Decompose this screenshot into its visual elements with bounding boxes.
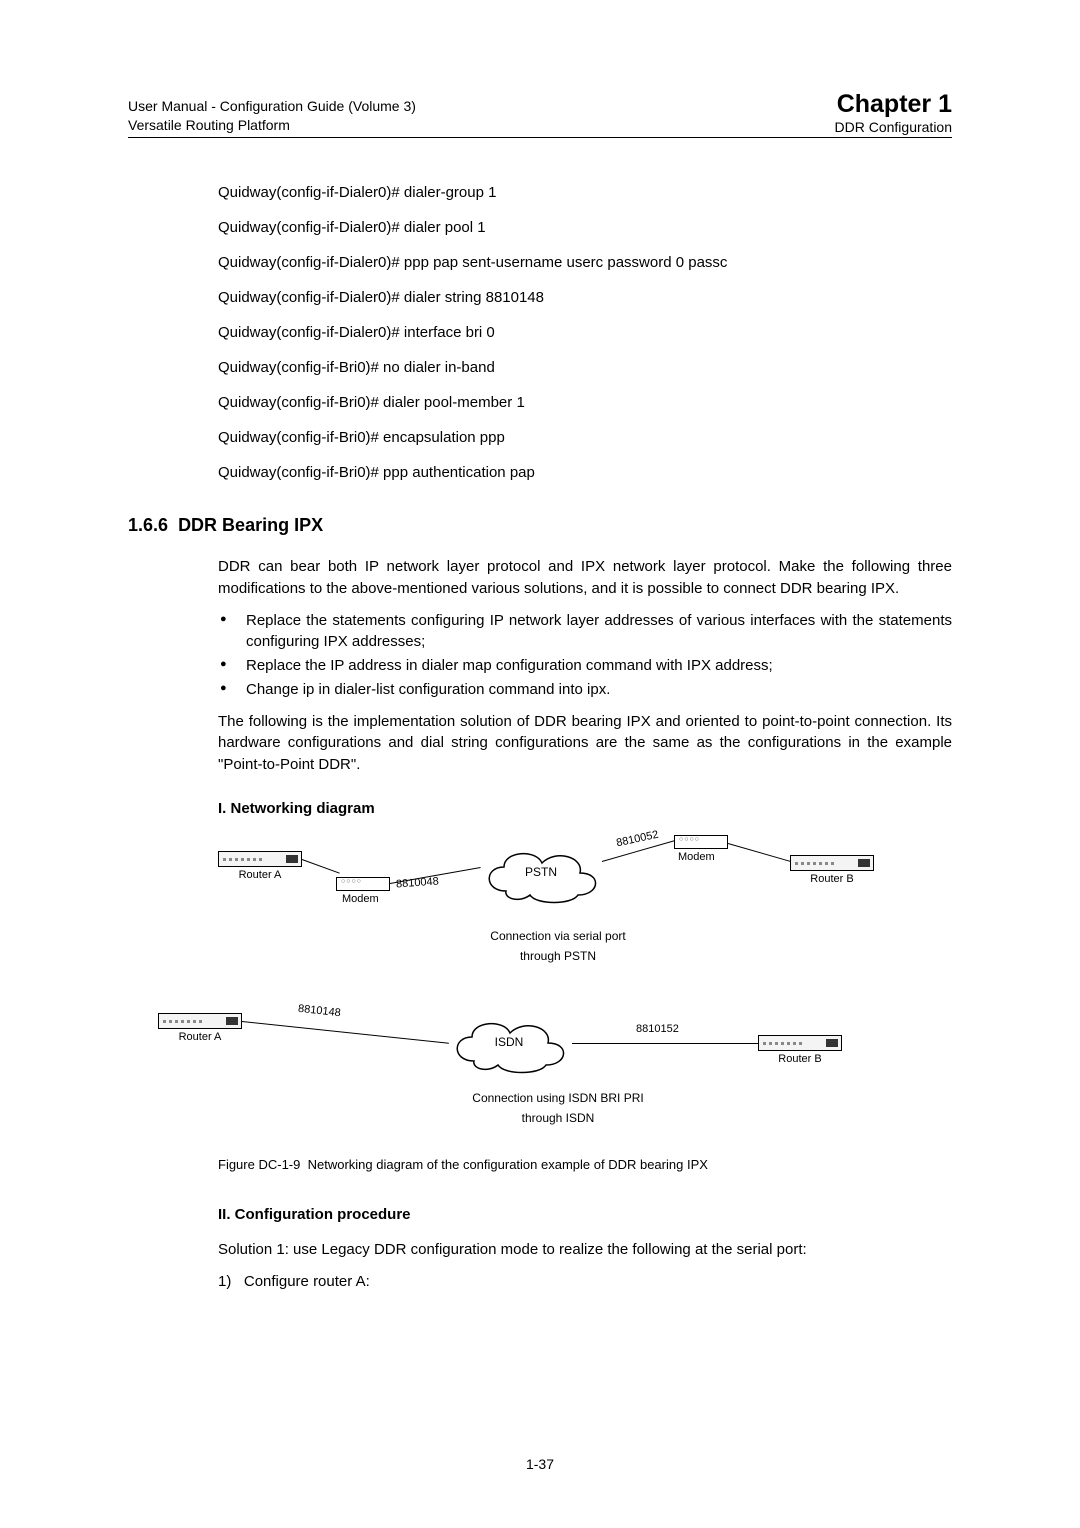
modem-b-icon xyxy=(674,835,728,849)
cmd-line: Quidway(config-if-Dialer0)# dialer-group… xyxy=(218,182,952,203)
subheading: II. Configuration procedure xyxy=(218,1206,952,1223)
cmd-line: Quidway(config-if-Dialer0)# dialer strin… xyxy=(218,287,952,308)
router-b-icon: Router B xyxy=(758,1035,842,1065)
cmd-line: Quidway(config-if-Dialer0)# ppp pap sent… xyxy=(218,252,952,273)
ordered-text: Configure router A: xyxy=(244,1273,370,1290)
wire xyxy=(728,843,796,863)
section-number: 1.6.6 xyxy=(128,515,168,535)
section-heading: 1.6.6 DDR Bearing IPX xyxy=(128,515,952,536)
router-a-icon: Router A xyxy=(158,1013,242,1043)
modem-a-icon xyxy=(336,877,390,891)
wire xyxy=(302,859,340,874)
cmd-line: Quidway(config-if-Dialer0)# interface br… xyxy=(218,322,952,343)
cmd-line: Quidway(config-if-Bri0)# encapsulation p… xyxy=(218,427,952,448)
router-b-label: Router B xyxy=(790,873,874,885)
header-left: User Manual - Configuration Guide (Volum… xyxy=(128,97,416,135)
ordered-number: 1) xyxy=(218,1273,231,1290)
dial-number-b: 8810152 xyxy=(636,1023,679,1035)
paragraph: Solution 1: use Legacy DDR configuration… xyxy=(218,1239,952,1261)
chapter-subtitle: DDR Configuration xyxy=(835,119,953,135)
isdn-cloud-label: ISDN xyxy=(444,1035,574,1049)
paragraph: The following is the implementation solu… xyxy=(218,711,952,776)
cmd-line: Quidway(config-if-Dialer0)# dialer pool … xyxy=(218,217,952,238)
networking-diagram: Router A Modem 8810048 PSTN 8810052 Mode… xyxy=(218,833,898,1129)
ordered-item: 1) Configure router A: xyxy=(218,1271,952,1294)
figure-text: Networking diagram of the configuration … xyxy=(308,1157,708,1172)
figure-label: Figure DC-1-9 xyxy=(218,1157,300,1172)
isdn-caption-1: Connection using ISDN BRI PRI xyxy=(218,1091,898,1105)
isdn-diagram: Router A 8810148 ISDN 8810152 Router B C… xyxy=(218,999,898,1129)
isdn-cloud-icon: ISDN xyxy=(444,1013,574,1077)
isdn-caption-2: through ISDN xyxy=(218,1111,898,1125)
pstn-caption-1: Connection via serial port xyxy=(218,929,898,943)
chapter-title: Chapter 1 xyxy=(835,90,953,119)
cmd-line: Quidway(config-if-Bri0)# ppp authenticat… xyxy=(218,462,952,483)
header-left-line2: Versatile Routing Platform xyxy=(128,116,416,135)
wire xyxy=(242,1021,449,1044)
pstn-caption-2: through PSTN xyxy=(218,949,898,963)
pstn-cloud-icon: PSTN xyxy=(476,843,606,907)
subheading: I. Networking diagram xyxy=(218,800,952,817)
header-right: Chapter 1 DDR Configuration xyxy=(835,90,953,135)
router-a-label: Router A xyxy=(218,869,302,881)
dial-number-a: 8810148 xyxy=(297,1003,341,1019)
page-header: User Manual - Configuration Guide (Volum… xyxy=(128,90,952,138)
bullet-list: Replace the statements configuring IP ne… xyxy=(218,610,952,701)
command-block: Quidway(config-if-Dialer0)# dialer-group… xyxy=(218,182,952,483)
router-b-icon: Router B xyxy=(790,855,874,885)
pstn-diagram: Router A Modem 8810048 PSTN 8810052 Mode… xyxy=(218,833,898,983)
page-number: 1-37 xyxy=(0,1456,1080,1472)
figure-caption: Figure DC-1-9 Networking diagram of the … xyxy=(218,1157,952,1172)
cmd-line: Quidway(config-if-Bri0)# dialer pool-mem… xyxy=(218,392,952,413)
wire xyxy=(572,1043,762,1044)
bullet-item: Replace the statements configuring IP ne… xyxy=(218,610,952,654)
cmd-line: Quidway(config-if-Bri0)# no dialer in-ba… xyxy=(218,357,952,378)
header-left-line1: User Manual - Configuration Guide (Volum… xyxy=(128,97,416,116)
section-title-text: DDR Bearing IPX xyxy=(178,515,323,535)
router-a-label: Router A xyxy=(158,1031,242,1043)
pstn-cloud-label: PSTN xyxy=(476,865,606,879)
bullet-item: Change ip in dialer-list configuration c… xyxy=(218,679,952,701)
paragraph: DDR can bear both IP network layer proto… xyxy=(218,556,952,600)
bullet-item: Replace the IP address in dialer map con… xyxy=(218,655,952,677)
router-a-icon: Router A xyxy=(218,851,302,881)
modem-b-label: Modem xyxy=(678,851,715,863)
modem-a-label: Modem xyxy=(342,893,379,905)
router-b-label: Router B xyxy=(758,1053,842,1065)
